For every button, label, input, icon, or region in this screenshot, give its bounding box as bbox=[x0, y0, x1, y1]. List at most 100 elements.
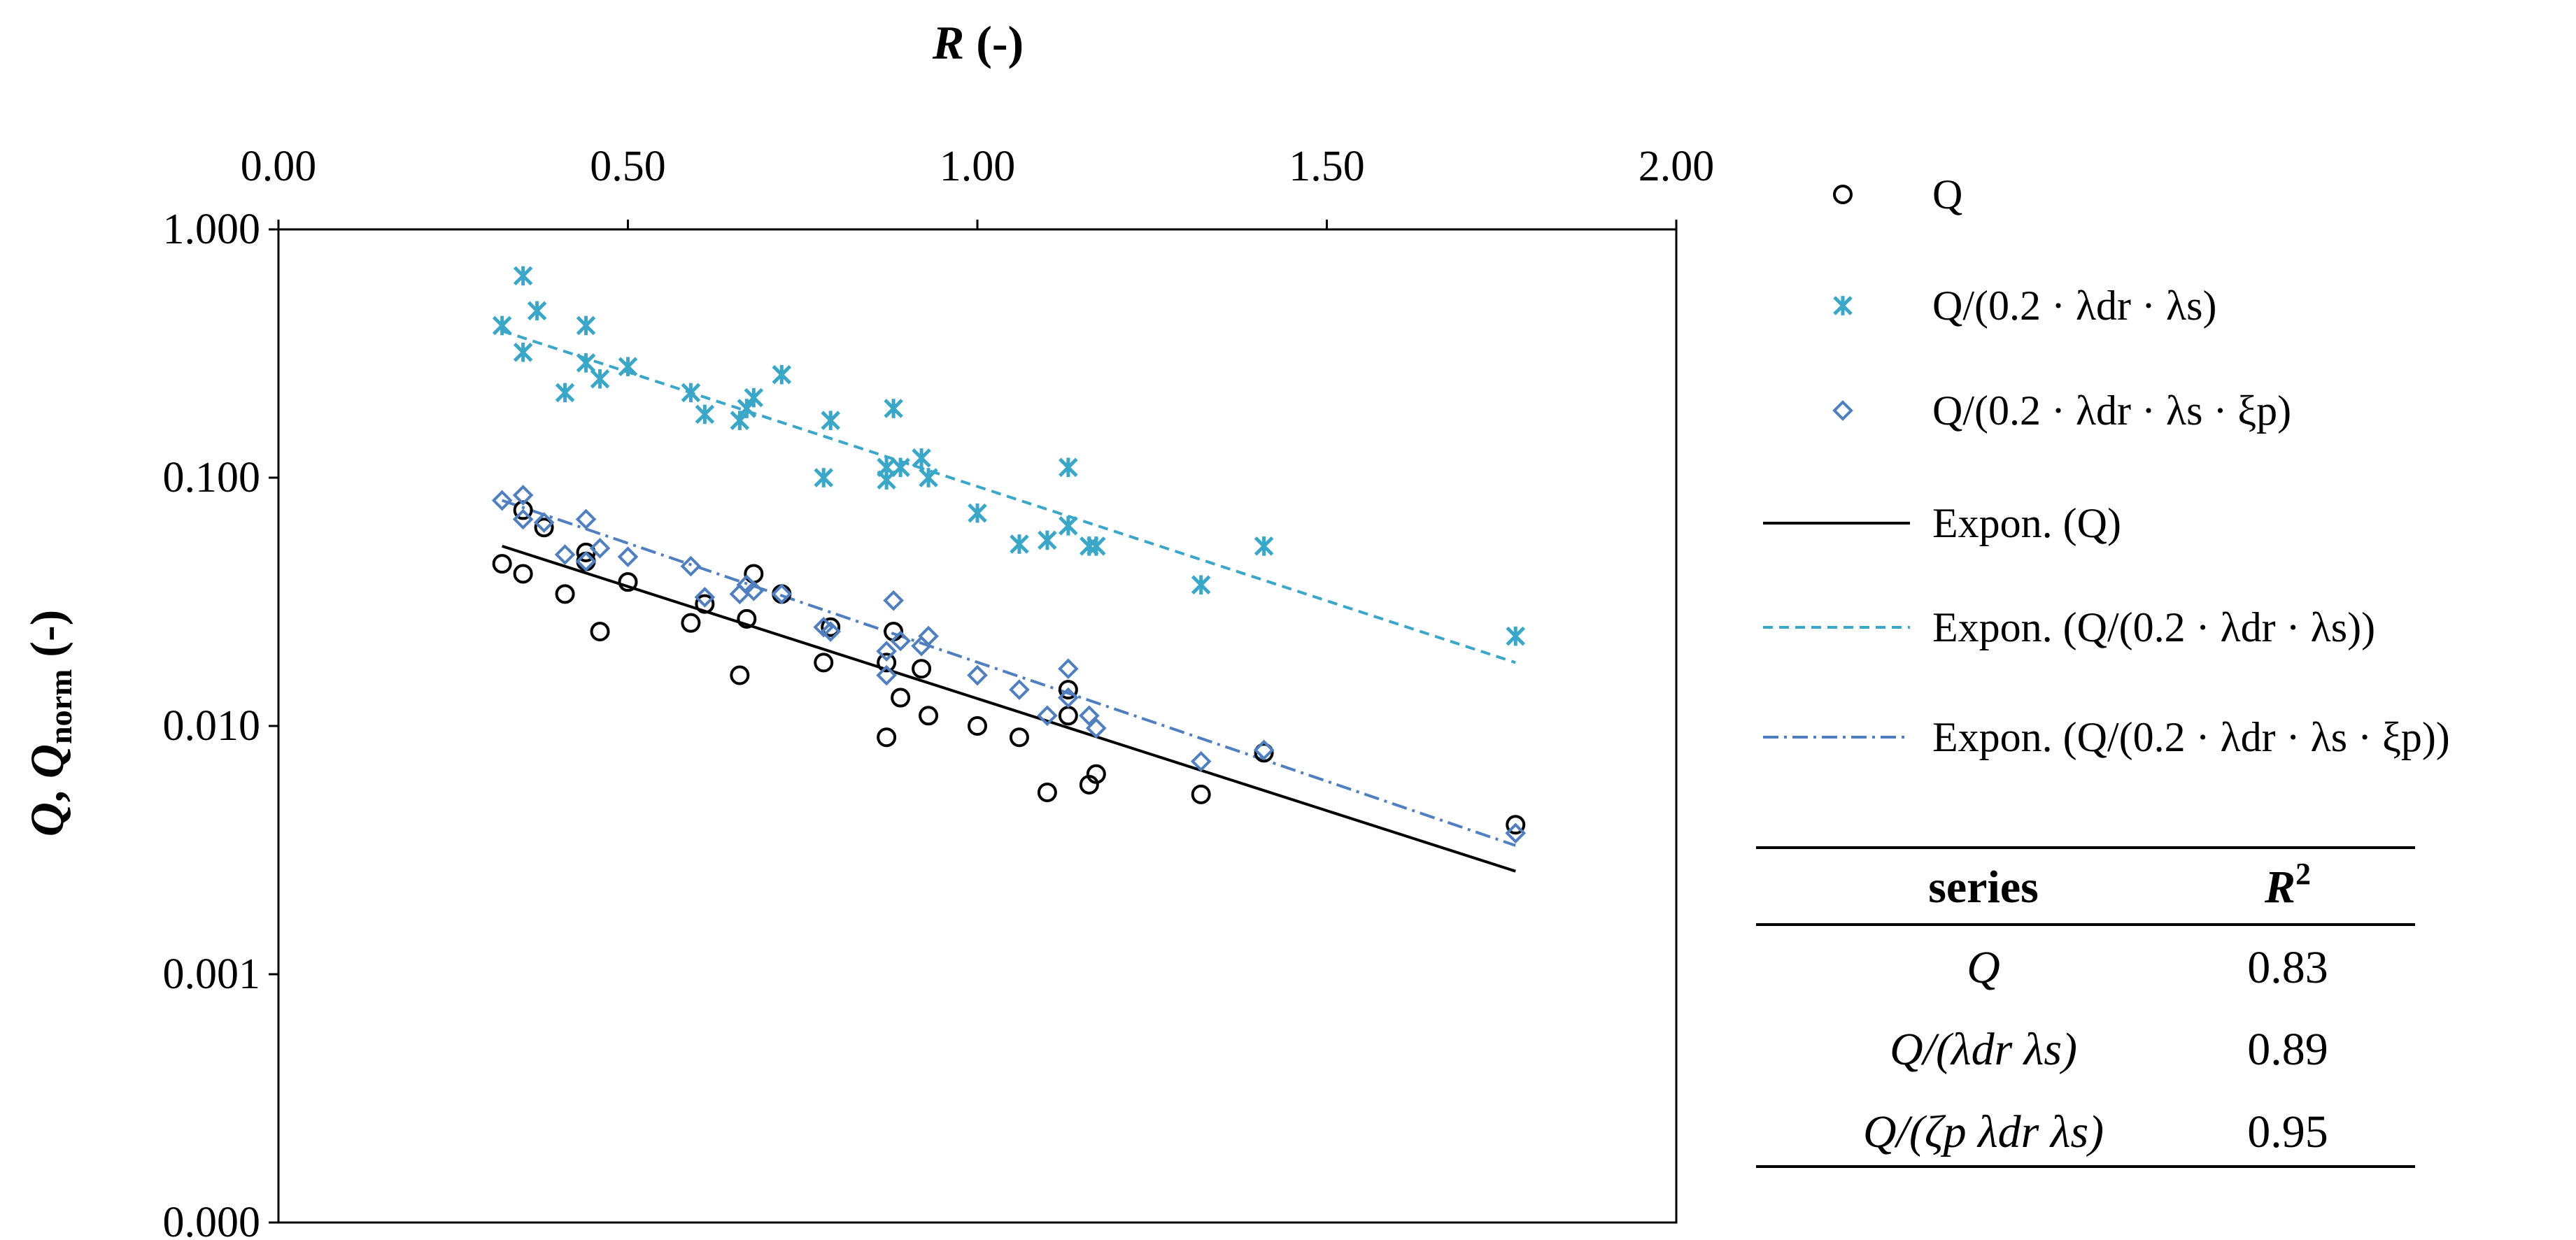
point-circle bbox=[814, 653, 834, 673]
y-tick-label: 1.000 bbox=[163, 206, 261, 253]
trendlines bbox=[502, 329, 1516, 873]
point-circle bbox=[968, 716, 987, 736]
point-circle bbox=[891, 687, 911, 708]
point-diamond bbox=[1079, 705, 1100, 727]
x-tick-label: 0.00 bbox=[241, 143, 317, 190]
table-header-series: series bbox=[1928, 862, 2039, 913]
point-circle bbox=[590, 622, 610, 642]
legend-item: Q/(0.2 · λdr · λs · ξp) bbox=[1832, 387, 2291, 434]
point-asterisk bbox=[513, 342, 533, 362]
legend-marker-asterisk bbox=[1833, 296, 1853, 315]
point-circle bbox=[877, 653, 897, 673]
point-diamond bbox=[589, 537, 611, 559]
table-cell-r2: 0.83 bbox=[2247, 942, 2328, 993]
point-circle bbox=[513, 564, 533, 584]
point-asterisk bbox=[884, 399, 903, 418]
point-asterisk bbox=[527, 301, 547, 321]
y-tick-label: 0.100 bbox=[163, 454, 261, 501]
table-cell-r2: 0.95 bbox=[2247, 1106, 2328, 1157]
y-axis-title-q: Q bbox=[20, 802, 73, 836]
point-diamond bbox=[918, 625, 939, 647]
r2-table: series R2 Q 0.83 Q/(λdr λs) 0.89 Q/(ζp λdr λs)… bbox=[1756, 846, 2415, 1168]
point-diamond bbox=[967, 664, 988, 686]
table-header-r2: R2 bbox=[2264, 857, 2311, 913]
point-circle bbox=[1191, 784, 1211, 804]
legend-marker-diamond bbox=[1832, 400, 1853, 421]
table-cell-series: Q/(λdr λs) bbox=[1890, 1024, 2077, 1075]
point-diamond bbox=[1086, 718, 1107, 739]
point-diamond bbox=[1058, 658, 1079, 680]
legend-item: Expon. (Q/(0.2 · λdr · λs · ξp)) bbox=[1763, 714, 2450, 760]
legend-label: Expon. (Q/(0.2 · λdr · λs · ξp)) bbox=[1932, 714, 2450, 760]
point-diamond bbox=[1505, 822, 1527, 844]
point-diamond bbox=[575, 550, 597, 572]
point-diamond bbox=[680, 555, 702, 577]
point-asterisk bbox=[576, 315, 596, 336]
x-tick-label: 0.50 bbox=[590, 143, 666, 190]
point-circle bbox=[618, 572, 638, 592]
point-diamond bbox=[890, 630, 911, 652]
point-circle bbox=[534, 518, 554, 538]
point-asterisk bbox=[891, 457, 910, 478]
point-asterisk bbox=[1059, 457, 1078, 478]
x-axis-title: R (-) bbox=[932, 16, 1024, 69]
point-circle bbox=[1058, 680, 1078, 700]
point-asterisk bbox=[912, 448, 931, 468]
point-diamond bbox=[1253, 739, 1275, 761]
y-tick-label: 0.000 bbox=[163, 1199, 261, 1240]
trendline-dashdot bbox=[502, 499, 1516, 847]
point-asterisk bbox=[576, 353, 596, 373]
legend-marker-circle bbox=[1833, 185, 1853, 204]
point-diamond bbox=[1037, 705, 1058, 727]
x-tick-label: 2.00 bbox=[1639, 143, 1715, 190]
trendline-dashed bbox=[502, 329, 1516, 664]
trendline-solid bbox=[502, 544, 1516, 873]
legend: Q Q/(0.2 · λdr · λs) Q/(0.2 · λdr · λs · ξ… bbox=[1763, 171, 2450, 760]
point-diamond bbox=[1190, 750, 1212, 772]
y-axis-title-unit: (-) bbox=[20, 610, 73, 669]
point-asterisk bbox=[1010, 534, 1029, 554]
point-asterisk bbox=[555, 383, 575, 403]
point-circle bbox=[1009, 727, 1029, 748]
table-row: Q 0.83 bbox=[1967, 942, 2328, 993]
point-asterisk bbox=[919, 468, 938, 487]
table-row: Q/(ζp λdr λs) 0.95 bbox=[1863, 1106, 2328, 1157]
point-circle bbox=[884, 622, 904, 642]
point-asterisk bbox=[513, 266, 533, 286]
point-asterisk bbox=[681, 383, 701, 403]
y-tick-label: 0.001 bbox=[163, 950, 261, 998]
legend-label: Q/(0.2 · λdr · λs · ξp) bbox=[1932, 387, 2291, 434]
point-diamond bbox=[575, 508, 597, 530]
y-axis-title: Q, Qnorm (-) bbox=[20, 610, 78, 836]
table-cell-series: Q bbox=[1967, 942, 2000, 993]
point-circle bbox=[555, 584, 575, 604]
point-circle bbox=[1086, 764, 1106, 784]
point-circle bbox=[744, 564, 764, 584]
series-asterisk bbox=[492, 266, 1525, 646]
point-diamond bbox=[1058, 687, 1079, 708]
legend-item: Q/(0.2 · λdr · λs) bbox=[1833, 283, 2216, 329]
point-circle bbox=[695, 594, 715, 614]
point-asterisk bbox=[1506, 626, 1525, 646]
point-asterisk bbox=[1059, 516, 1078, 536]
point-diamond bbox=[1009, 679, 1030, 700]
table-cell-series: Q/(ζp λdr λs) bbox=[1863, 1106, 2104, 1157]
point-diamond bbox=[512, 485, 534, 506]
point-asterisk bbox=[695, 404, 715, 425]
x-ticks: 0.00 0.50 1.00 1.50 2.00 bbox=[241, 143, 1715, 229]
point-asterisk bbox=[1038, 530, 1057, 550]
point-circle bbox=[730, 665, 750, 685]
legend-label: Q/(0.2 · λdr · λs) bbox=[1932, 283, 2216, 329]
table-cell-r2: 0.89 bbox=[2247, 1024, 2328, 1075]
point-diamond bbox=[883, 590, 904, 611]
legend-label: Expon. (Q/(0.2 · λdr · λs)) bbox=[1932, 604, 2375, 650]
point-diamond bbox=[743, 580, 765, 601]
legend-label: Expon. (Q) bbox=[1932, 500, 2121, 546]
point-diamond bbox=[876, 664, 897, 686]
point-asterisk bbox=[968, 503, 987, 523]
point-circle bbox=[1254, 743, 1274, 763]
table-row: Q/(λdr λs) 0.89 bbox=[1890, 1024, 2328, 1075]
point-asterisk bbox=[821, 411, 840, 430]
legend-item: Expon. (Q/(0.2 · λdr · λs)) bbox=[1763, 604, 2375, 650]
